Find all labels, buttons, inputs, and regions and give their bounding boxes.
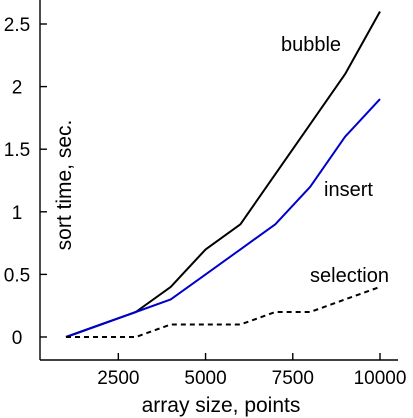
y-tick-label: 1.5 (4, 140, 30, 161)
y-axis-title: sort time, sec. (53, 120, 76, 251)
x-tick-label: 7500 (272, 368, 314, 389)
plot-area: 0 0.5 1 1.5 2 2.5 2500 5000 7500 10000 (4, 0, 406, 389)
series-line-insert (65, 98, 381, 338)
x-axis-ticks: 2500 5000 7500 10000 (97, 353, 406, 389)
y-tick-label: 0.5 (4, 265, 30, 286)
series-label-bubble: bubble (281, 34, 341, 56)
x-tick-label: 5000 (184, 368, 226, 389)
x-axis-title: array size, points (142, 394, 301, 417)
series-label-selection: selection (310, 265, 389, 287)
y-tick-label: 2.5 (4, 15, 30, 36)
y-tick-label: 1 (12, 203, 23, 224)
y-tick-label: 2 (12, 78, 23, 99)
series-lines (65, 11, 381, 338)
y-tick-label: 0 (12, 328, 23, 349)
y-axis-ticks: 0 0.5 1 1.5 2 2.5 (4, 15, 47, 349)
x-tick-label: 10000 (354, 368, 407, 389)
x-tick-label: 2500 (97, 368, 139, 389)
series-label-insert: insert (324, 179, 373, 201)
series-line-selection (66, 285, 381, 338)
series-line-bubble (65, 11, 381, 338)
